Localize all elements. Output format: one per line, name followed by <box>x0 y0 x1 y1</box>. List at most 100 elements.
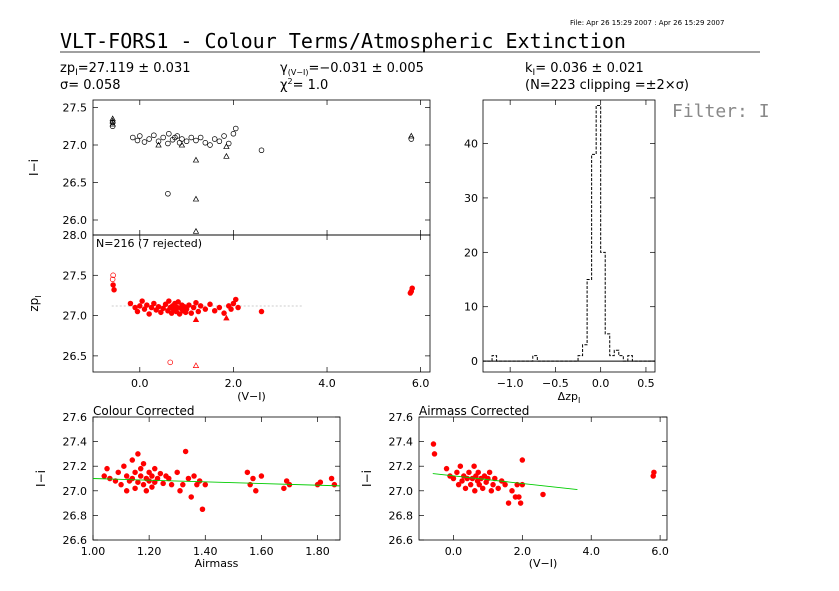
y-tick-label: 27.0 <box>389 485 414 498</box>
data-point <box>140 481 147 488</box>
data-point <box>146 469 152 476</box>
data-point <box>479 485 486 492</box>
y-tick-label: 26.8 <box>389 509 414 522</box>
sigma-readout: σ= 0.058 <box>60 78 120 93</box>
histogram-outline <box>483 104 655 362</box>
data-point <box>490 481 496 488</box>
data-point-circle <box>146 136 152 142</box>
data-point <box>409 285 415 291</box>
data-point <box>235 304 241 311</box>
data-point <box>457 463 464 469</box>
y-tick-label: 26.0 <box>63 214 88 227</box>
y-tick-label: 27.6 <box>63 411 88 424</box>
data-point <box>505 500 512 506</box>
data-point <box>519 457 526 463</box>
data-point <box>127 300 134 307</box>
plot-frame <box>92 234 431 373</box>
y-tick-label: 20 <box>464 246 478 259</box>
data-point <box>158 309 164 316</box>
y-tick-label: 26.6 <box>389 534 414 547</box>
data-point <box>471 463 477 469</box>
data-point <box>137 473 144 479</box>
x-tick-label: 2.0 <box>225 377 243 390</box>
data-point <box>467 481 474 488</box>
data-point <box>148 304 155 311</box>
data-point <box>509 488 515 494</box>
data-point <box>253 488 259 494</box>
y-tick-label: 27.4 <box>63 436 88 449</box>
x-tick-label: −1.0 <box>497 377 524 390</box>
data-point-circle <box>193 137 199 144</box>
airmass-corrected-title: Airmass Corrected <box>419 404 529 418</box>
data-point <box>188 494 194 500</box>
y-tick-label: 26.6 <box>63 534 88 547</box>
data-point <box>107 475 113 482</box>
data-point <box>462 485 469 492</box>
data-point <box>144 302 150 308</box>
x-tick-label: 6.0 <box>651 545 669 558</box>
data-point <box>258 308 265 315</box>
data-point <box>194 481 200 488</box>
data-point <box>141 306 148 312</box>
fit-line <box>92 478 341 487</box>
gamma-readout: γ(V−I)=−0.031 ± 0.005 <box>280 61 424 77</box>
data-point-circle <box>130 134 136 141</box>
data-point-circle <box>188 134 195 141</box>
data-point <box>166 298 172 304</box>
data-point-triangle <box>192 316 200 323</box>
data-point-circle <box>233 125 239 132</box>
data-point <box>233 296 239 303</box>
data-point-triangle <box>223 314 230 321</box>
data-point <box>140 460 147 467</box>
panel-airmass-corrected: 26.6 26.8 27.0 27.2 27.4 27.6 0.0 2.0 4.0 6.0 Airm… <box>360 404 669 570</box>
data-point <box>129 457 136 463</box>
data-point-circle <box>174 133 181 139</box>
y-tick-label: 28.0 <box>63 229 88 242</box>
data-point <box>112 478 119 484</box>
data-point <box>123 473 130 479</box>
data-point <box>132 469 138 476</box>
data-point <box>328 475 335 482</box>
filter-label: Filter: I <box>672 101 770 122</box>
data-point <box>195 308 202 315</box>
data-point-circle <box>179 136 185 142</box>
data-point <box>110 282 116 288</box>
y-tick-label: 27.0 <box>63 139 88 152</box>
x-tick-label: 1.60 <box>249 545 274 558</box>
data-point <box>196 478 203 484</box>
y-tick-label: 27.2 <box>63 460 88 473</box>
data-point <box>211 308 218 314</box>
data-point-circle <box>258 147 265 154</box>
data-point <box>331 481 338 488</box>
data-point <box>475 469 481 476</box>
plot-frame <box>92 99 431 236</box>
data-point <box>154 475 161 482</box>
data-point <box>146 478 152 484</box>
data-point <box>492 475 498 482</box>
data-point-circle <box>151 132 157 139</box>
x-axis-label: ΔzpI <box>558 390 581 405</box>
data-point <box>149 473 155 479</box>
data-point-circle <box>166 131 172 137</box>
data-point-triangle <box>223 152 230 159</box>
x-tick-label: 0.5 <box>637 377 655 390</box>
data-point-triangle <box>192 227 200 234</box>
data-point <box>129 475 136 482</box>
data-point-circle <box>221 133 227 139</box>
data-point <box>455 481 462 488</box>
rejected-point <box>110 272 116 279</box>
data-point-circle <box>134 137 141 144</box>
data-point <box>182 448 189 455</box>
data-point <box>191 473 197 479</box>
rejected-point <box>167 359 173 366</box>
y-tick-label: 27.6 <box>389 411 414 424</box>
data-point-circle <box>408 136 415 142</box>
y-axis-label: I−i <box>360 470 374 487</box>
data-point <box>431 451 438 457</box>
data-point <box>207 301 213 308</box>
data-point <box>135 451 141 457</box>
data-point <box>151 300 157 307</box>
data-point-circle <box>160 134 166 141</box>
data-point <box>146 311 152 317</box>
data-point-circle <box>211 136 218 142</box>
